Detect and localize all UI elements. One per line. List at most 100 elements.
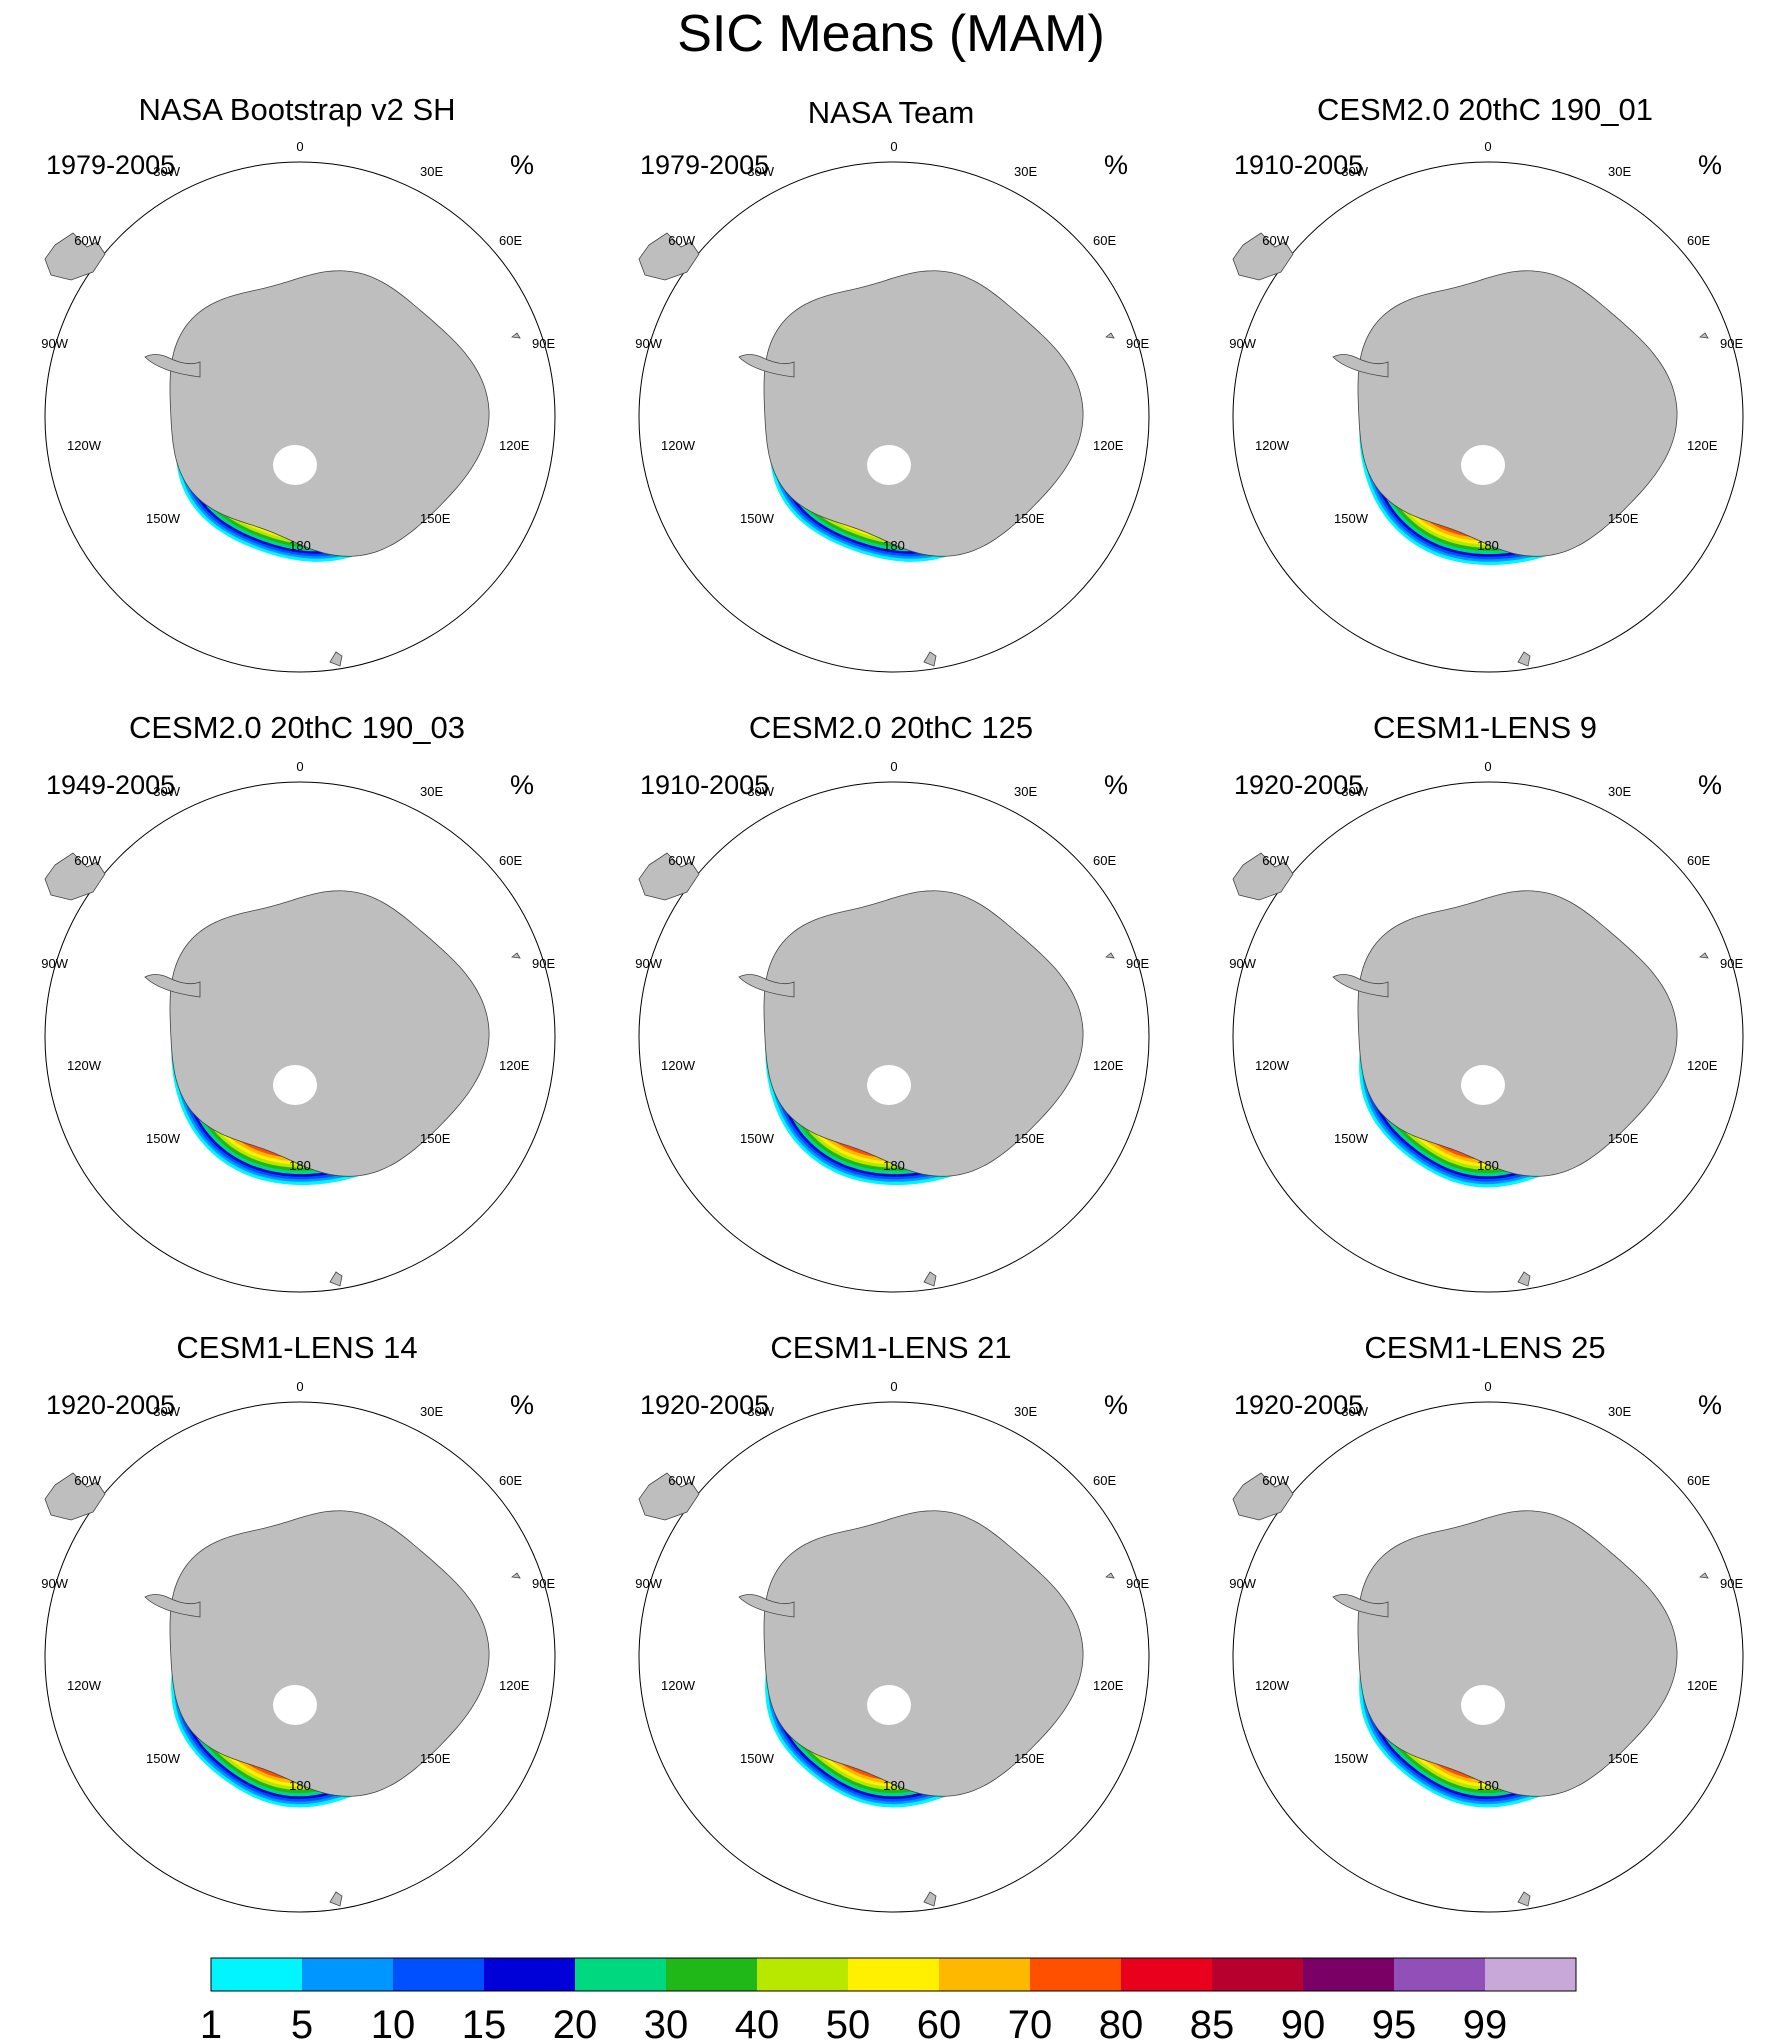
lon-label-90e: 90E: [1126, 956, 1149, 971]
colorbar: 1 5 10 15 20 30 40 50 60 70 80 85 90 95 99: [200, 1957, 1577, 2043]
panel-units: %: [1104, 770, 1129, 800]
polar-map: 0 30E 60E 90E 120E 150E 180 150W 120W 90W 60W 30W: [635, 139, 1150, 673]
ross-ice-shelf: [867, 1065, 911, 1105]
map-panel: 0 30E 60E 90E 120E 150E 180 150W 120W 90W 60W 30W CE…: [0, 1330, 594, 1950]
colorbar-swatch: [757, 1958, 848, 1991]
colorbar-swatch: [1030, 1958, 1121, 1991]
map-panel: 0 30E 60E 90E 120E 150E 180 150W 120W 90W 60W 30W CE…: [0, 710, 594, 1330]
lon-label-0: 0: [296, 1379, 303, 1394]
colorbar-label: 5: [291, 2003, 313, 2043]
south-america: [638, 852, 700, 901]
lon-label-90w: 90W: [635, 1576, 662, 1591]
lon-label-120e: 120E: [1687, 1058, 1718, 1073]
panel-title: CESM1-LENS 25: [1364, 1330, 1606, 1365]
lon-label-30e: 30E: [420, 1404, 443, 1419]
panel-period: 1979-2005: [46, 150, 176, 180]
panel-units: %: [1104, 1390, 1129, 1420]
colorbar-swatch: [211, 1958, 302, 1991]
polar-map: 0 30E 60E 90E 120E 150E 180 150W 120W 90W 60W 30W: [1229, 759, 1744, 1293]
colorbar-swatch: [939, 1958, 1030, 1991]
lon-label-120e: 120E: [1093, 438, 1124, 453]
south-america: [638, 232, 700, 281]
panel-units: %: [1698, 770, 1723, 800]
lon-label-90e: 90E: [532, 1576, 555, 1591]
lon-label-90e: 90E: [532, 336, 555, 351]
lon-label-150w: 150W: [1334, 1131, 1369, 1146]
lon-label-150e: 150E: [1014, 511, 1045, 526]
lon-label-150e: 150E: [1014, 1751, 1045, 1766]
ross-ice-shelf: [867, 1685, 911, 1725]
kerguelen-island: [511, 952, 521, 959]
antarctic-peninsula: [144, 354, 201, 378]
lon-label-120w: 120W: [661, 438, 696, 453]
polar-map: 0 30E 60E 90E 120E 150E 180 150W 120W 90W 60W 30W: [1229, 139, 1744, 673]
lon-label-60e: 60E: [499, 1473, 522, 1488]
kerguelen-island: [1699, 1572, 1709, 1579]
antarctic-peninsula: [144, 1594, 201, 1618]
polar-map: 0 30E 60E 90E 120E 150E 180 150W 120W 90W 60W 30W: [41, 1379, 556, 1913]
lon-label-30e: 30E: [1608, 1404, 1631, 1419]
lon-label-180: 180: [1477, 1158, 1499, 1173]
lon-label-30w: 30W: [153, 1404, 180, 1419]
map-panel: 0 30E 60E 90E 120E 150E 180 150W 120W 90W 60W 30W NA…: [0, 90, 594, 710]
new-zealand: [329, 1891, 343, 1907]
lon-label-120w: 120W: [661, 1678, 696, 1693]
lon-label-120w: 120W: [1255, 1678, 1290, 1693]
panel-period: 1920-2005: [46, 1390, 176, 1420]
lon-label-60e: 60E: [1687, 853, 1710, 868]
lon-label-90e: 90E: [1720, 1576, 1743, 1591]
lon-label-120e: 120E: [1093, 1678, 1124, 1693]
lon-label-90w: 90W: [41, 1576, 68, 1591]
polar-map: 0 30E 60E 90E 120E 150E 180 150W 120W 90W 60W 30W: [41, 759, 556, 1293]
panel-period: 1910-2005: [1234, 150, 1364, 180]
colorbar-swatch: [1394, 1958, 1485, 1991]
lon-label-120e: 120E: [499, 1678, 530, 1693]
lon-label-90w: 90W: [635, 336, 662, 351]
antarctica-landmass: [169, 1510, 490, 1797]
map-panel: 0 30E 60E 90E 120E 150E 180 150W 120W 90W 60W 30W CE…: [594, 1330, 1188, 1950]
lon-label-120e: 120E: [499, 438, 530, 453]
lon-label-120w: 120W: [67, 1058, 102, 1073]
antarctica-landmass: [763, 1510, 1084, 1797]
colorbar-swatch: [393, 1958, 484, 1991]
lon-label-150w: 150W: [1334, 511, 1369, 526]
lon-label-60w: 60W: [668, 1473, 695, 1488]
lon-label-120w: 120W: [67, 438, 102, 453]
lon-label-150e: 150E: [1608, 1751, 1639, 1766]
lon-label-180: 180: [1477, 538, 1499, 553]
lon-label-90e: 90E: [1720, 956, 1743, 971]
lon-label-90w: 90W: [1229, 336, 1256, 351]
colorbar-label: 50: [826, 2003, 871, 2043]
lon-label-30e: 30E: [420, 164, 443, 179]
colorbar-label: 95: [1372, 2003, 1417, 2043]
map-panel: 0 30E 60E 90E 120E 150E 180 150W 120W 90W 60W 30W CE…: [1188, 1330, 1782, 1950]
panel-title: CESM2.0 20thC 190_03: [128, 710, 466, 745]
antarctic-peninsula: [738, 974, 795, 998]
map-panel: 0 30E 60E 90E 120E 150E 180 150W 120W 90W 60W 30W CE…: [1188, 90, 1782, 710]
south-america: [1232, 852, 1294, 901]
antarctic-peninsula: [144, 974, 201, 998]
new-zealand: [329, 651, 343, 667]
lon-label-30e: 30E: [1014, 164, 1037, 179]
colorbar-swatch: [666, 1958, 757, 1991]
lon-label-90e: 90E: [1720, 336, 1743, 351]
antarctic-peninsula: [738, 354, 795, 378]
lon-label-120w: 120W: [1255, 1058, 1290, 1073]
panel-period: 1920-2005: [1234, 770, 1364, 800]
lon-label-90e: 90E: [1126, 336, 1149, 351]
map-panel: 0 30E 60E 90E 120E 150E 180 150W 120W 90W 60W 30W CE…: [594, 710, 1188, 1330]
lon-label-60e: 60E: [1687, 233, 1710, 248]
colorbar-swatch: [848, 1958, 939, 1991]
lon-label-150w: 150W: [740, 1131, 775, 1146]
panel-title: NASA Team: [807, 95, 975, 130]
south-america: [44, 232, 106, 281]
lon-label-30w: 30W: [153, 784, 180, 799]
lon-label-60w: 60W: [1262, 853, 1289, 868]
ross-ice-shelf: [867, 445, 911, 485]
lon-label-0: 0: [890, 139, 897, 154]
colorbar-swatch: [1121, 1958, 1212, 1991]
lon-label-150e: 150E: [1608, 511, 1639, 526]
lon-label-150w: 150W: [146, 1131, 181, 1146]
panel-units: %: [1698, 150, 1723, 180]
antarctic-peninsula: [1332, 974, 1389, 998]
